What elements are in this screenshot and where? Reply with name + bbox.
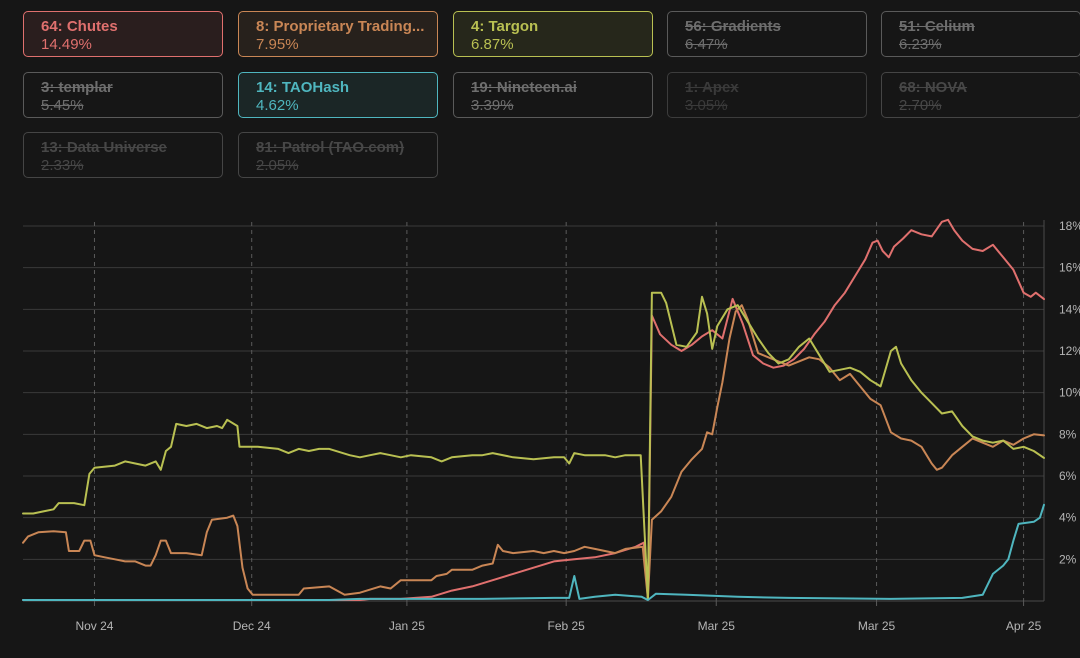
- legend-item-label: 13: Data Universe: [41, 139, 167, 156]
- legend-item-label: 56: Gradients: [685, 18, 781, 35]
- legend-item-label: 19: Nineteen.ai: [471, 79, 577, 96]
- x-tick-label: Mar 25: [698, 619, 736, 633]
- legend-item-label: 4: Targon: [471, 18, 539, 35]
- y-tick-label: 2%: [1059, 552, 1077, 566]
- legend: 64: Chutes 14.49% 8: Proprietary Trading..…: [0, 0, 1080, 190]
- legend-item-value: 6.87%: [471, 36, 514, 53]
- x-tick-label: Feb 25: [547, 619, 585, 633]
- legend-item-3-templar[interactable]: 3: templar 5.45%: [23, 72, 223, 118]
- x-tick-label: Nov 24: [75, 619, 113, 633]
- legend-item-81-patrol-tao-com[interactable]: 81: Patrol (TAO.com) 2.05%: [238, 132, 438, 178]
- legend-item-56-gradients[interactable]: 56: Gradients 6.47%: [667, 11, 867, 57]
- legend-item-51-celium[interactable]: 51: Celium 6.23%: [881, 11, 1080, 57]
- legend-item-value: 3.39%: [471, 97, 514, 114]
- legend-item-68-nova[interactable]: 68: NOVA 2.70%: [881, 72, 1080, 118]
- y-axis-labels: 2% 4% 6% 8% 10% 12% 14% 16% 18%: [1059, 219, 1080, 566]
- legend-item-1-apex[interactable]: 1: Apex 3.05%: [667, 72, 867, 118]
- legend-item-value: 5.45%: [41, 97, 84, 114]
- legend-item-value: 6.23%: [899, 36, 942, 53]
- x-axis-labels: Nov 24 Dec 24 Jan 25 Feb 25 Mar 25 Mar 25 Apr …: [75, 619, 1041, 633]
- legend-item-label: 8: Proprietary Trading...: [256, 18, 425, 35]
- vertical-gridlines: [93, 222, 1025, 606]
- x-tick-label: Jan 25: [389, 619, 425, 633]
- y-tick-label: 6%: [1059, 469, 1077, 483]
- series-line-14-taohash: [22, 503, 1045, 601]
- line-chart: 2% 4% 6% 8% 10% 12% 14% 16% 18% Nov 24 Dec 24 Jan …: [22, 218, 1080, 633]
- legend-item-value: 4.62%: [256, 97, 299, 114]
- legend-item-value: 2.70%: [899, 97, 942, 114]
- legend-item-label: 3: templar: [41, 79, 113, 96]
- legend-item-4-targon[interactable]: 4: Targon 6.87%: [453, 11, 653, 57]
- legend-item-label: 81: Patrol (TAO.com): [256, 139, 405, 156]
- legend-item-14-taohash[interactable]: 14: TAOHash 4.62%: [238, 72, 438, 118]
- y-tick-label: 18%: [1059, 219, 1080, 233]
- series-line-4-targon: [22, 291, 1045, 600]
- y-tick-label: 12%: [1059, 344, 1080, 358]
- y-tick-label: 16%: [1059, 261, 1080, 275]
- legend-item-value: 3.05%: [685, 97, 728, 114]
- x-tick-label: Dec 24: [233, 619, 271, 633]
- series-line-8-proprietary-trading: [22, 304, 1045, 600]
- legend-item-value: 14.49%: [41, 36, 92, 53]
- legend-item-value: 7.95%: [256, 36, 299, 53]
- legend-item-19-nineteen-ai[interactable]: 19: Nineteen.ai 3.39%: [453, 72, 653, 118]
- series-line-64-chutes: [22, 218, 1045, 601]
- x-tick-label: Apr 25: [1006, 619, 1042, 633]
- legend-item-label: 14: TAOHash: [256, 79, 350, 96]
- legend-item-value: 2.33%: [41, 157, 84, 174]
- legend-item-8-proprietary-trading[interactable]: 8: Proprietary Trading... 7.95%: [238, 11, 438, 57]
- legend-item-label: 64: Chutes: [41, 18, 118, 35]
- legend-item-label: 51: Celium: [899, 18, 975, 35]
- legend-item-value: 2.05%: [256, 157, 299, 174]
- horizontal-gridlines: [23, 220, 1045, 602]
- y-tick-label: 8%: [1059, 427, 1077, 441]
- series-lines: [22, 218, 1045, 601]
- legend-item-value: 6.47%: [685, 36, 728, 53]
- y-tick-label: 4%: [1059, 511, 1077, 525]
- y-tick-label: 10%: [1059, 386, 1080, 400]
- legend-item-label: 1: Apex: [685, 79, 739, 96]
- y-tick-label: 14%: [1059, 302, 1080, 316]
- x-tick-label: Mar 25: [858, 619, 896, 633]
- legend-item-64-chutes[interactable]: 64: Chutes 14.49%: [23, 11, 223, 57]
- legend-item-13-data-universe[interactable]: 13: Data Universe 2.33%: [23, 132, 223, 178]
- legend-item-label: 68: NOVA: [899, 79, 968, 96]
